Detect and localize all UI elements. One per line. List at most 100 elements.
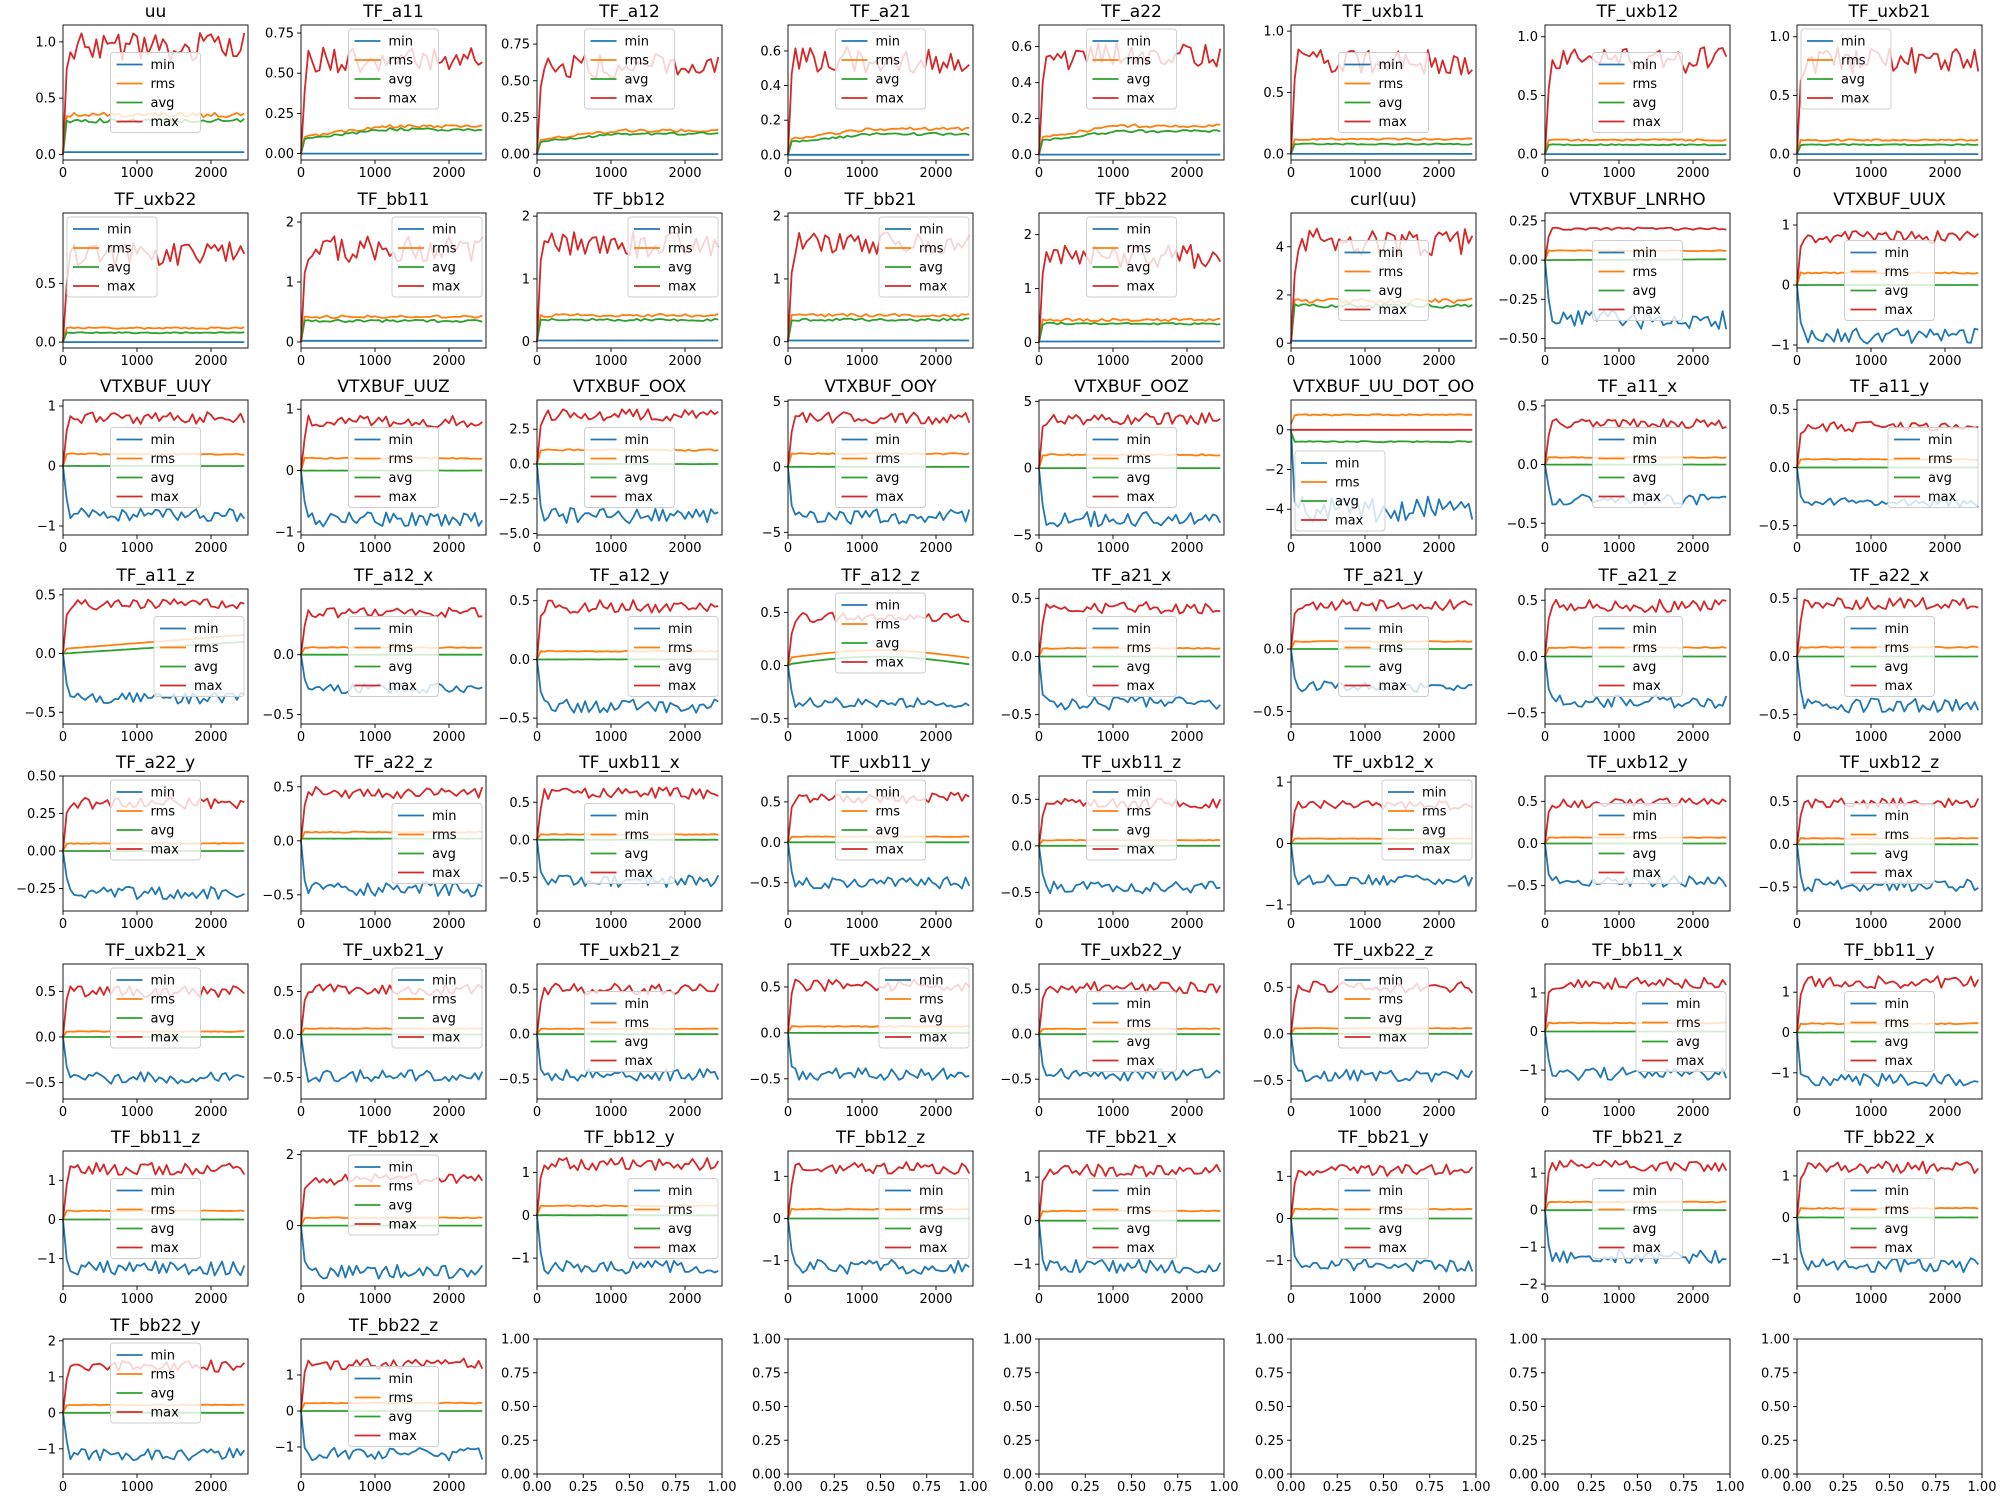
y-tick-label: 0.0: [35, 336, 56, 351]
subplot: TF_bb11 0 1000 2000 0 1 2 min rms avg max: [286, 190, 487, 369]
legend-label-min: min: [1885, 809, 1910, 824]
series-line-max: [300, 785, 484, 841]
legend-label-max: max: [1885, 866, 1914, 881]
y-tick-label: 2: [48, 1334, 56, 1349]
legend-label-rms: rms: [432, 242, 457, 257]
x-tick-label: 0: [533, 1292, 541, 1307]
x-tick-label: 2000: [1676, 541, 1709, 556]
x-tick-label: 1000: [594, 166, 627, 181]
x-tick-label: 0: [784, 354, 792, 369]
x-tick-label: 1000: [358, 166, 391, 181]
x-tick-label: 2000: [668, 354, 701, 369]
subplot-title: TF_bb11_z: [110, 1128, 200, 1148]
subplot: TF_uxb21_z 0 1000 2000 −0.5 0.0 0.5 min rms avg ma…: [498, 941, 723, 1120]
y-tick-label: 0.5: [760, 980, 781, 995]
series-line-avg: [787, 131, 970, 156]
x-tick-label: 0: [1541, 541, 1549, 556]
y-tick-label: 0: [286, 1219, 294, 1234]
y-tick-label: 0.50: [27, 770, 56, 785]
y-tick-label: 0.75: [1761, 1366, 1790, 1381]
y-tick-label: 0.75: [1003, 1366, 1032, 1381]
subplot-title: TF_uxb22: [114, 190, 197, 210]
subplot: TF_a22_z 0 1000 2000 −0.5 0.0 0.5 min rms avg max: [262, 753, 487, 932]
x-tick-label: 2000: [194, 917, 227, 932]
subplot: TF_uxb11 0 1000 2000 0.0 0.5 1.0 min rms avg max: [1263, 2, 1477, 181]
legend-label-min: min: [625, 35, 650, 50]
legend-label-rms: rms: [389, 641, 414, 656]
x-tick-label: 2000: [432, 1105, 465, 1120]
legend-box: [1086, 28, 1177, 110]
y-tick-label: 0.0: [1011, 1028, 1032, 1043]
legend-label-avg: avg: [389, 660, 413, 675]
x-tick-label: 2000: [1170, 917, 1203, 932]
y-tick-label: 0.0: [1769, 148, 1790, 163]
x-tick-label: 0.25: [569, 1480, 598, 1495]
series-line-max: [1796, 596, 1979, 657]
series-line-min: [1544, 656, 1728, 709]
y-tick-label: −0.5: [498, 1073, 530, 1088]
axes-frame: [1290, 399, 1477, 536]
subplot-title: TF_a11: [362, 2, 424, 22]
x-tick-label: 1000: [845, 917, 878, 932]
y-tick-label: 1.00: [1003, 1333, 1032, 1348]
legend-label-min: min: [151, 786, 176, 801]
series-line-min: [62, 465, 246, 523]
legend-label-rms: rms: [1127, 1203, 1152, 1218]
legend-label-rms: rms: [1885, 641, 1910, 656]
x-tick-label: 0: [59, 541, 67, 556]
legend-label-avg: avg: [876, 824, 900, 839]
legend-box: [835, 779, 926, 861]
y-tick-label: 0.0: [1769, 650, 1790, 665]
subplot-title: TF_a11_y: [1849, 377, 1929, 397]
series-line-rms: [787, 312, 970, 342]
subplot: TF_uxb21_x 0 1000 2000 −0.5 0.0 0.5 min rms avg ma…: [24, 941, 249, 1120]
legend: min rms avg max: [878, 967, 970, 1049]
legend-label-min: min: [151, 974, 176, 989]
legend: min rms avg max: [584, 991, 675, 1072]
x-tick-label: 1000: [1854, 917, 1887, 932]
x-tick-label: 2000: [1422, 1105, 1455, 1120]
y-tick-label: −0.5: [749, 712, 781, 727]
x-tick-label: 0.50: [1623, 1480, 1652, 1495]
y-tick-label: −0.5: [1000, 886, 1032, 901]
x-tick-label: 2000: [432, 1480, 465, 1495]
x-tick-label: 0.75: [661, 1480, 690, 1495]
series-line-min: [787, 842, 971, 890]
subplot: TF_a11_y 0 1000 2000 −0.5 0.0 0.5 min rms avg max: [1758, 377, 1983, 556]
x-tick-label: 1000: [1602, 1105, 1635, 1120]
y-tick-label: 0.5: [273, 780, 294, 795]
legend-box: [1086, 779, 1177, 861]
axes-frame: [1038, 399, 1225, 536]
x-tick-label: 2000: [1928, 730, 1961, 745]
x-tick-label: 0: [1793, 1292, 1801, 1307]
legend-label-max: max: [151, 490, 180, 505]
subplot: TF_bb11_x 0 1000 2000 −1 0 1 min rms avg max: [1519, 941, 1731, 1120]
y-tick-label: −0.5: [262, 888, 294, 903]
x-tick-label: 1000: [845, 354, 878, 369]
legend-label-min: min: [1379, 246, 1404, 261]
legend-label-min: min: [1422, 786, 1447, 801]
x-tick-label: 0: [1035, 730, 1043, 745]
x-tick-label: 0: [784, 1105, 792, 1120]
series-line-rms: [300, 314, 483, 343]
legend-label-min: min: [1379, 58, 1404, 73]
x-tick-label: 0: [1793, 730, 1801, 745]
series-line-max: [536, 408, 719, 465]
x-tick-label: 0.25: [820, 1480, 849, 1495]
legend-label-max: max: [668, 1241, 697, 1256]
y-tick-label: 0: [286, 336, 294, 351]
legend-box: [110, 779, 201, 861]
legend-label-avg: avg: [107, 261, 131, 276]
x-tick-label: 0: [533, 541, 541, 556]
y-tick-label: 1: [1024, 1171, 1032, 1186]
x-tick-label: 1000: [358, 730, 391, 745]
legend: min rms avg max: [584, 28, 675, 110]
legend: min rms avg max: [1086, 28, 1177, 110]
y-tick-label: 1: [48, 400, 56, 415]
subplot: TF_a22_y 0 1000 2000 −0.25 0.00 0.25 0.50 min rms…: [16, 753, 249, 932]
axes-frame: [1038, 212, 1225, 349]
legend: min rms avg max: [1338, 1178, 1429, 1259]
x-tick-label: 2000: [194, 1105, 227, 1120]
